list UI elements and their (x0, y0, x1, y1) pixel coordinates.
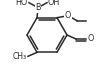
Text: O: O (87, 34, 93, 43)
Text: O: O (65, 11, 71, 20)
Text: CH₃: CH₃ (13, 52, 27, 61)
Text: HO: HO (16, 0, 28, 7)
Text: OH: OH (48, 0, 60, 7)
Text: B: B (35, 3, 41, 12)
